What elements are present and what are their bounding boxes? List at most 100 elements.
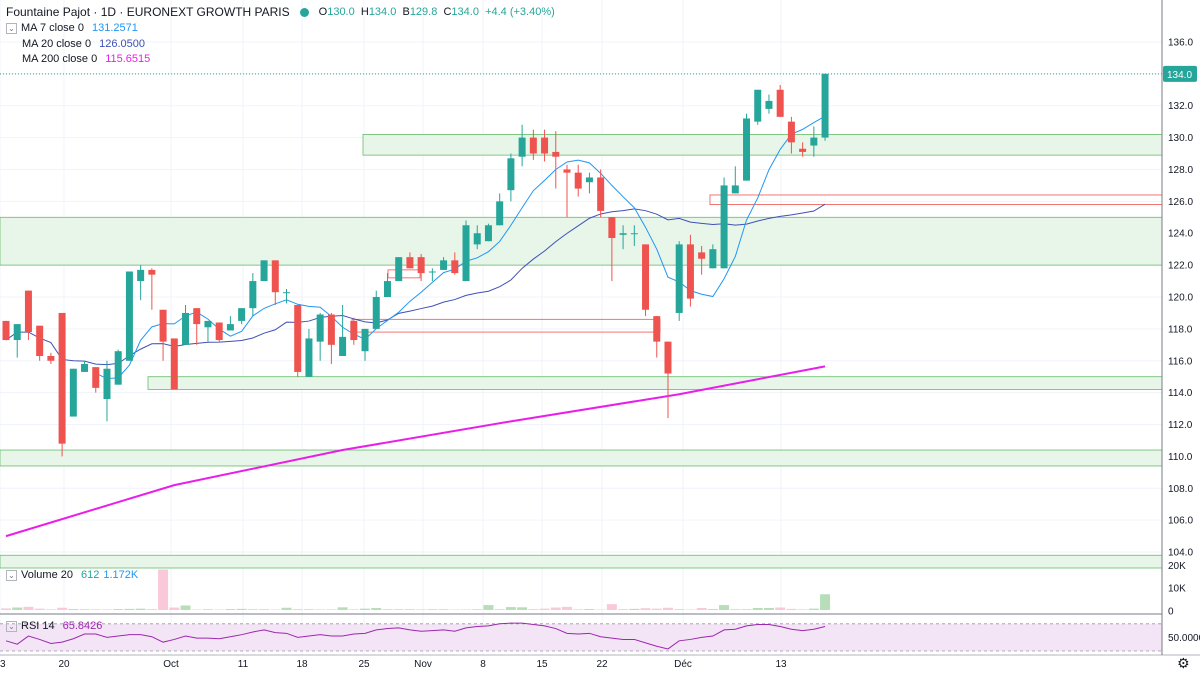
time-tick-label: 15 [536,659,548,670]
candle-body [642,244,650,310]
volume-bar [45,609,56,610]
volume-bar [12,607,23,610]
candle-body [743,118,751,181]
candle-body [529,137,537,154]
price-tick-label: 124.0 [1168,229,1193,240]
time-tick-label: 18 [296,659,308,670]
volume-bar [696,607,707,610]
volume-bar [505,607,516,610]
candle-body [585,177,593,183]
price-tick-label: 112.0 [1168,420,1193,431]
volume-bar [427,609,438,610]
candle-body [473,233,481,245]
candle-body [821,73,829,138]
time-tick-label: 13 [775,659,787,670]
ohlc-values: O130.0 H134.0 B129.8 C134.0 +4.4 (+3.40%… [318,6,555,18]
volume-bar [337,607,348,610]
candle-body [428,271,436,273]
demand-zone [147,376,1163,390]
price-tick-label: 116.0 [1168,356,1193,367]
candle-body [125,271,133,361]
candle-body [215,322,223,341]
gear-icon[interactable]: ⚙ [1177,656,1190,672]
candle-body [630,233,638,235]
volume-bar [640,608,651,610]
demand-zone [0,449,1163,467]
rsi-legend[interactable]: ⌄ RSI 14 65.8426 [6,620,102,632]
volume-bar [662,607,673,610]
volume-bar [674,609,685,610]
volume-bar [90,609,101,610]
candle-body [698,252,706,259]
price-tick-label: 108.0 [1168,484,1193,495]
volume-bar [752,607,763,610]
volume-bar [786,608,797,610]
candle-body [249,281,257,309]
candle-body [36,325,44,356]
candle-body [182,312,190,345]
volume-bar [562,606,572,610]
volume-bar [820,594,831,610]
volume-bar [438,609,449,610]
resistance-box [709,194,1163,205]
resistance-box [351,318,661,333]
collapse-toggle-icon[interactable]: ⌄ [6,22,17,34]
price-tick-label: 136.0 [1168,37,1193,48]
candle-body [204,320,212,328]
candle-body [395,257,403,282]
volume-bar [404,609,415,610]
time-tick-label: 25 [358,659,370,670]
volume-bar [494,609,505,610]
demand-zone [0,554,1163,569]
rsi-tick-label: 50.0000 [1168,633,1200,644]
volume-bar [202,609,213,610]
candle-body [226,324,234,331]
ma200-line [5,365,826,538]
price-tick-label: 130.0 [1168,133,1193,144]
volume-bar [124,608,135,610]
collapse-toggle-icon[interactable]: ⌄ [6,620,17,632]
candle-body [754,89,762,122]
resistance-box [387,269,421,279]
candle-body [462,225,470,282]
collapse-toggle-icon[interactable]: ⌄ [6,569,17,581]
candle-body [148,269,156,275]
candle-body [383,281,391,297]
candle-body [137,269,145,282]
last-price-badge [1163,65,1197,82]
price-tick-label: 128.0 [1168,165,1193,176]
candlesticks [2,73,829,457]
candle-body [316,314,324,342]
candle-body [440,260,448,270]
ma7-legend[interactable]: ⌄ MA 7 close 0 131.2571 [6,22,138,34]
ma200-legend[interactable]: MA 200 close 0 115.6515 [22,53,151,65]
candle-body [765,100,773,109]
candle-body [608,217,616,239]
time-tick-label: Oct [163,659,179,670]
candle-body [159,309,167,342]
volume-bar [225,609,236,610]
volume-bar [775,607,786,610]
time-tick-label: 22 [596,659,608,670]
volume-bar [808,608,819,610]
candle-body [114,351,122,385]
volume-bar [382,609,393,610]
price-tick-label: 118.0 [1168,324,1193,335]
volume-legend[interactable]: ⌄ Volume 20 612 1.172K [6,569,138,581]
candle-body [552,151,560,157]
volume-bar [629,608,640,610]
volume-bar [539,608,550,610]
volume-bar [550,607,561,610]
volume-bar [135,608,146,610]
rsi-band [0,623,1162,651]
ma20-legend[interactable]: MA 20 close 0 126.0500 [22,38,145,50]
rsi-pane [0,622,1162,652]
symbol-title[interactable]: Fountaine Pajot · 1D · EURONEXT GROWTH P… [6,5,290,19]
volume-bar [68,609,79,610]
candle-body [574,172,582,189]
volume-bar [169,607,180,610]
candle-body [69,368,77,417]
volume-bar [584,609,595,610]
